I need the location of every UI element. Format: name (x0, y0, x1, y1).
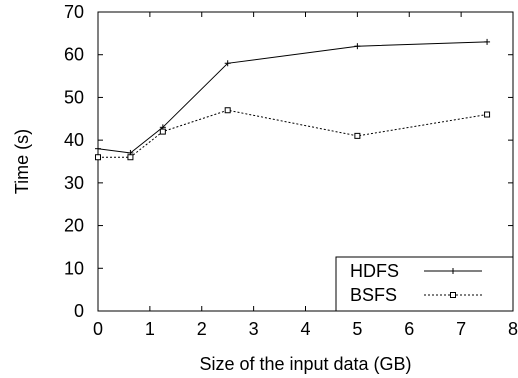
y-tick-label: 40 (64, 130, 84, 150)
data-point-hdfs (354, 43, 361, 50)
y-tick-label: 70 (64, 2, 84, 22)
data-point-bsfs (127, 154, 134, 161)
data-point-bsfs (224, 107, 231, 114)
data-point-bsfs (159, 128, 166, 135)
x-tick-label: 8 (508, 319, 518, 339)
y-tick-label: 20 (64, 216, 84, 236)
x-tick-label: 3 (249, 319, 259, 339)
x-tick-label: 7 (456, 319, 466, 339)
y-tick-label: 0 (74, 301, 84, 321)
y-axis-label: Time (s) (12, 129, 32, 194)
x-tick-label: 1 (145, 319, 155, 339)
legend-marker-bsfs (450, 292, 456, 298)
plot-area: 0 1 2 3 4 5 6 7 8 0 10 20 30 40 50 60 70 (64, 2, 518, 339)
y-tick-label: 30 (64, 173, 84, 193)
series-line-hdfs (97, 41, 488, 154)
legend-label-bsfs: BSFS (350, 285, 397, 305)
legend: HDFS BSFS (335, 256, 514, 312)
legend-box (335, 256, 514, 312)
x-tick-label: 0 (93, 319, 103, 339)
data-point-bsfs (354, 132, 361, 139)
data-point-hdfs (224, 60, 231, 67)
legend-label-hdfs: HDFS (350, 261, 399, 281)
legend-marker-hdfs (450, 268, 456, 274)
data-point-hdfs (484, 38, 491, 45)
y-tick-label: 50 (64, 87, 84, 107)
x-axis-label: Size of the input data (GB) (199, 354, 411, 374)
x-tick-label: 4 (300, 319, 310, 339)
series-line-bsfs (98, 109, 488, 158)
data-point-bsfs (95, 154, 101, 161)
y-tick-label: 10 (64, 258, 84, 278)
x-tick-label: 5 (352, 319, 362, 339)
data-point-hdfs (95, 145, 101, 152)
x-tick-label: 2 (197, 319, 207, 339)
y-tick-label: 60 (64, 45, 84, 65)
data-point-bsfs (484, 111, 491, 118)
x-tick-label: 6 (404, 319, 414, 339)
